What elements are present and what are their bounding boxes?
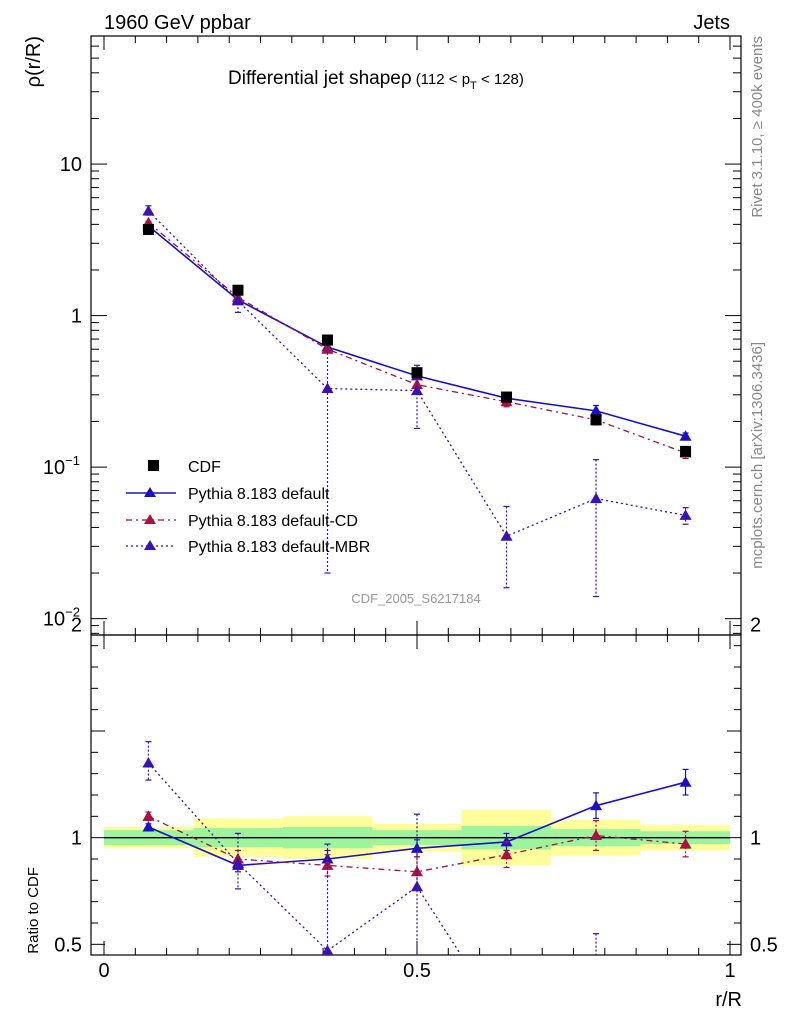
legend-default-label: Pythia 8.183 default <box>188 486 330 503</box>
legend-mbr-marker <box>144 540 156 550</box>
ratio-y-axis-label: Ratio to CDF <box>25 867 42 954</box>
ratio-x-tick-label-1: 0.5 <box>403 960 431 982</box>
main-marker-s0-p6 <box>679 430 692 441</box>
ratio-marker-s2-p2 <box>321 944 334 955</box>
main-y-tick-label-3: 10 <box>60 154 82 176</box>
main-series <box>142 205 692 598</box>
ratio-x-tick-label-0: 0 <box>98 960 109 982</box>
plot-title: Differential jet shapeρ (112 < pT < 128) <box>228 68 524 92</box>
legend-cd-marker <box>144 514 156 524</box>
rivet-watermark: Rivet 3.1.10, ≥ 400k events <box>749 36 766 218</box>
legend-default-marker <box>144 487 156 497</box>
ratio-y-tick-label-right-1: 1 <box>750 828 761 850</box>
main-marker-s2-p0 <box>142 205 155 216</box>
ratio-marker-s0-p6 <box>679 776 692 787</box>
ratio-marker-s2-p1 <box>231 857 244 868</box>
ratio-clipped-group <box>142 741 692 955</box>
cdf-point-5 <box>590 414 602 426</box>
main-marker-s2-p4 <box>500 530 513 541</box>
ratio-y-tick-label-right-0: 0.5 <box>750 934 778 956</box>
plot-title-range: (112 < p <box>416 71 470 88</box>
x-axis-label: r/R <box>715 989 742 1011</box>
main-y-tick-label-base: 10 <box>43 609 65 631</box>
ratio-series <box>142 741 692 955</box>
cdf-point-0 <box>142 223 154 235</box>
main-y-tick-label-0: 10−2 <box>43 605 80 631</box>
main-y-axis-label: ρ(r/R) <box>23 36 45 87</box>
ratio-axes: 0 0.5 1 0.5 0.5 1 1 2 2 <box>54 614 778 982</box>
ratio-marker-s2-p3 <box>411 880 423 892</box>
ratio-y-tick-label-left-1: 1 <box>71 828 82 850</box>
mcplots-watermark: mcplots.cern.ch [arXiv:1306.3436] <box>749 342 766 569</box>
ratio-marker-s0-p5 <box>590 799 603 811</box>
ratio-marker-s1-p6 <box>679 838 692 849</box>
main-marker-s2-p6 <box>679 509 692 520</box>
ratio-marker-s0-p4 <box>500 835 513 847</box>
plot-title-range-sub: T <box>470 80 477 92</box>
ratio-y-tick-label-right-2: 2 <box>750 614 761 636</box>
legend-mbr-label: Pythia 8.183 default-MBR <box>188 539 370 556</box>
main-y-tick-label-1: 10−1 <box>43 453 80 479</box>
analysis-tag: CDF_2005_S6217184 <box>351 591 480 606</box>
cdf-point-1 <box>232 284 244 296</box>
ratio-marker-s1-p0 <box>142 810 155 821</box>
plot-title-symbol: ρ <box>401 68 412 89</box>
main-marker-s2-p2 <box>321 382 334 394</box>
ratio-y-tick-label-left-2: 2 <box>71 614 82 636</box>
legend-cdf-label: CDF <box>188 459 221 476</box>
cdf-point-3 <box>411 367 423 379</box>
header-right: Jets <box>693 12 730 34</box>
main-marker-s2-p3 <box>411 384 423 396</box>
main-y-tick-label-2: 1 <box>71 306 82 328</box>
ratio-marker-s0-p0 <box>142 821 155 832</box>
main-marker-s0-p5 <box>590 404 603 416</box>
plot-title-range-end: < 128) <box>477 71 524 88</box>
main-y-tick-label-exp: −2 <box>65 605 80 620</box>
ratio-marker-s1-p4 <box>500 848 513 860</box>
legend: CDF Pythia 8.183 default Pythia 8.183 de… <box>126 459 370 556</box>
header-left: 1960 GeV ppbar <box>104 12 251 34</box>
legend-cd-label: Pythia 8.183 default-CD <box>188 513 358 530</box>
main-y-tick-label-base: 1 <box>71 306 82 328</box>
main-y-tick-label-exp: −1 <box>65 453 80 468</box>
main-marker-s1-p2 <box>321 343 334 354</box>
ratio-marker-s2-p0 <box>142 757 155 768</box>
main-marker-s1-p3 <box>411 378 423 390</box>
ratio-y-tick-label-left-0: 0.5 <box>54 934 82 956</box>
main-marker-s2-p1 <box>231 294 244 306</box>
ratio-marker-s0-p2 <box>321 853 334 864</box>
legend-cdf-marker <box>148 460 159 471</box>
main-y-tick-label-base: 10 <box>60 154 82 176</box>
cdf-point-4 <box>501 391 513 403</box>
main-marker-s2-p5 <box>590 492 603 504</box>
main-y-tick-label-base: 10 <box>43 457 65 479</box>
cdf-point-6 <box>680 445 692 457</box>
cdf-point-2 <box>321 334 333 346</box>
plot-title-main: Differential jet shape <box>228 68 401 89</box>
ratio-x-tick-label-2: 1 <box>724 960 735 982</box>
ratio-marker-s1-p5 <box>590 829 603 841</box>
